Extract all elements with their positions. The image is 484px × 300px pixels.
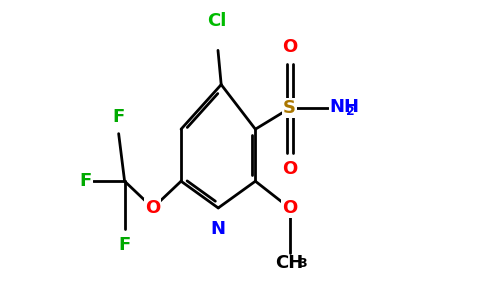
Text: 2: 2 xyxy=(346,105,355,118)
Text: NH: NH xyxy=(330,98,360,116)
Text: O: O xyxy=(282,199,297,217)
Text: S: S xyxy=(283,99,296,117)
Text: Cl: Cl xyxy=(207,12,227,30)
Text: F: F xyxy=(112,108,125,126)
Text: O: O xyxy=(282,38,297,56)
Text: O: O xyxy=(282,160,297,178)
Text: 3: 3 xyxy=(299,257,307,270)
Text: CH: CH xyxy=(275,254,303,272)
Text: F: F xyxy=(119,236,131,254)
Text: N: N xyxy=(211,220,226,238)
Text: F: F xyxy=(80,172,92,190)
Text: O: O xyxy=(145,199,161,217)
